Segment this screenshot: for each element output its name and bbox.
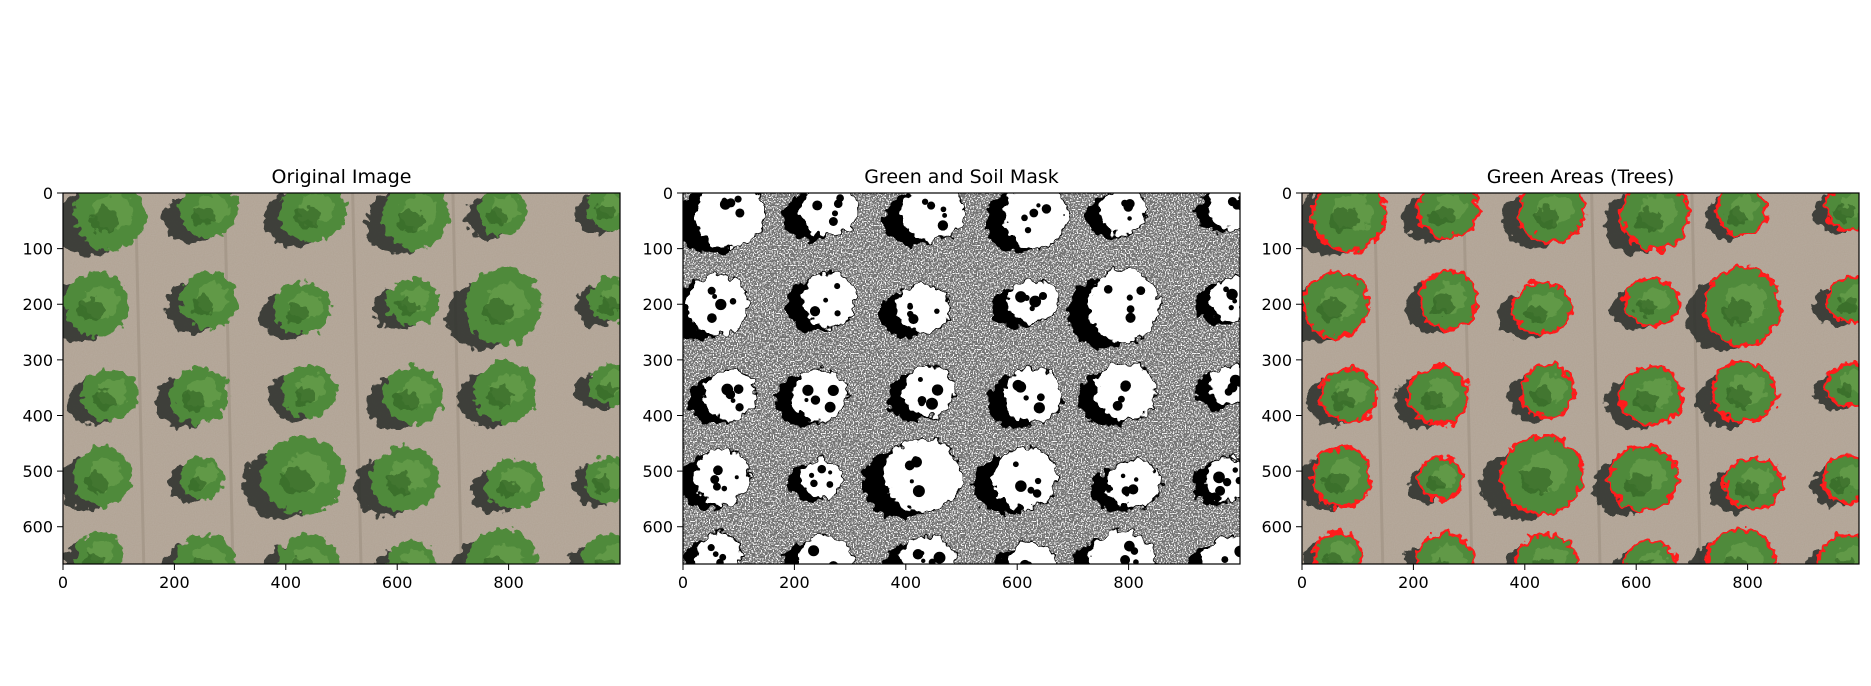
y-tick-label: 400 <box>642 406 673 425</box>
axes-frame <box>62 192 621 565</box>
x-tick-label: 800 <box>493 573 524 592</box>
x-tick-label: 0 <box>58 573 68 592</box>
x-tick-label: 0 <box>678 573 688 592</box>
x-tick-label: 800 <box>1732 573 1763 592</box>
panel-original-image: 0 200 400 600 800 0 100 200 300 400 500 600 <box>22 184 621 592</box>
panel-title-mask: Green and Soil Mask <box>864 166 1059 188</box>
x-tick-label: 400 <box>891 573 922 592</box>
y-tick-label: 0 <box>1282 184 1292 203</box>
x-tick-label: 600 <box>382 573 413 592</box>
panel-title-original: Original Image <box>272 166 412 188</box>
y-tick-label: 100 <box>642 240 673 259</box>
y-tick-label: 300 <box>642 351 673 370</box>
x-tick-label: 800 <box>1113 573 1144 592</box>
x-tick-label: 400 <box>271 573 302 592</box>
x-tick-label: 0 <box>1297 573 1307 592</box>
y-tick-label: 100 <box>22 240 53 259</box>
panel-green-areas: 0 200 400 600 800 0 100 200 300 400 500 600 <box>1261 184 1860 592</box>
y-tick-label: 600 <box>642 518 673 537</box>
axes-frame <box>1301 192 1860 565</box>
x-tick-label: 200 <box>779 573 810 592</box>
y-tick-label: 200 <box>642 295 673 314</box>
y-tick-label: 600 <box>1261 518 1292 537</box>
x-tick-label: 600 <box>1002 573 1033 592</box>
y-tick-label: 400 <box>22 406 53 425</box>
y-tick-label: 400 <box>1261 406 1292 425</box>
x-tick-label: 200 <box>159 573 190 592</box>
y-tick-label: 500 <box>22 462 53 481</box>
panel-title-overlay: Green Areas (Trees) <box>1487 166 1675 188</box>
aerial-orchard-photo <box>63 193 620 564</box>
y-tick-label: 0 <box>663 184 673 203</box>
y-tick-label: 600 <box>22 518 53 537</box>
x-tick-label: 400 <box>1510 573 1541 592</box>
x-tick-label: 600 <box>1621 573 1652 592</box>
black-white-mask <box>683 193 1240 564</box>
axes-frame <box>682 192 1241 565</box>
y-tick-label: 500 <box>1261 462 1292 481</box>
y-tick-label: 500 <box>642 462 673 481</box>
panel-green-soil-mask: 0 200 400 600 800 0 100 200 300 400 500 600 <box>642 184 1241 592</box>
y-tick-label: 200 <box>1261 295 1292 314</box>
x-tick-label: 200 <box>1398 573 1429 592</box>
y-tick-label: 300 <box>22 351 53 370</box>
y-tick-label: 100 <box>1261 240 1292 259</box>
aerial-orchard-with-red-contours <box>1302 193 1859 564</box>
y-tick-label: 200 <box>22 295 53 314</box>
y-tick-label: 0 <box>43 184 53 203</box>
y-tick-label: 300 <box>1261 351 1292 370</box>
